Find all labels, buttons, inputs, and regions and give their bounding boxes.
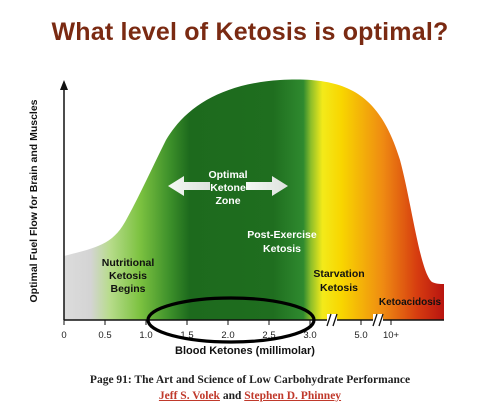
x-tick-label: 1.5 (180, 330, 193, 341)
axis-break-2 (372, 313, 384, 327)
x-tick-label: 0 (61, 330, 66, 341)
optimal-zone-ellipse (146, 296, 316, 344)
y-axis-arrowhead (60, 80, 68, 90)
label-optimal-2: Ketone (210, 182, 246, 194)
chart-title: What level of Ketosis is optimal? (51, 18, 449, 46)
label-postexercise-2: Ketosis (263, 243, 301, 255)
x-tick-label: 1.0 (139, 330, 152, 341)
y-axis-label: Optimal Fuel Flow for Brain and Muscles (28, 99, 40, 303)
x-axis-label: Blood Ketones (millimolar) (175, 345, 315, 357)
x-tick-label: 3.0 (303, 330, 316, 341)
label-nutritional-3: Begins (110, 283, 145, 295)
label-starvation-2: Ketosis (320, 282, 358, 294)
label-optimal-3: Zone (215, 195, 240, 207)
label-starvation-1: Starvation (313, 268, 364, 280)
x-tick-label: 0.5 (98, 330, 111, 341)
author-link-phinney[interactable]: Stephen D. Phinney (244, 390, 342, 402)
label-ketoacidosis: Ketoacidosis (379, 297, 442, 308)
authors-connector: and (222, 390, 242, 402)
author-link-volek[interactable]: Jeff S. Volek (158, 390, 220, 402)
x-tick-label: 2.5 (262, 330, 275, 341)
label-nutritional-2: Ketosis (109, 270, 147, 282)
label-postexercise-1: Post-Exercise (247, 229, 317, 241)
label-nutritional-1: Nutritional (102, 257, 155, 269)
x-tick-label: 10+ (383, 330, 400, 341)
label-optimal-1: Optimal (208, 169, 247, 181)
authors-line: Jeff S. Volek and Stephen D. Phinney (0, 390, 500, 402)
source-caption: Page 91: The Art and Science of Low Carb… (89, 374, 411, 386)
fuel-flow-curve (64, 79, 444, 320)
optimal-zone-arrow (168, 176, 288, 196)
axis-break-1 (326, 313, 338, 327)
x-tick-label: 5.0 (354, 330, 367, 341)
x-tick-label: 2.0 (221, 330, 234, 341)
